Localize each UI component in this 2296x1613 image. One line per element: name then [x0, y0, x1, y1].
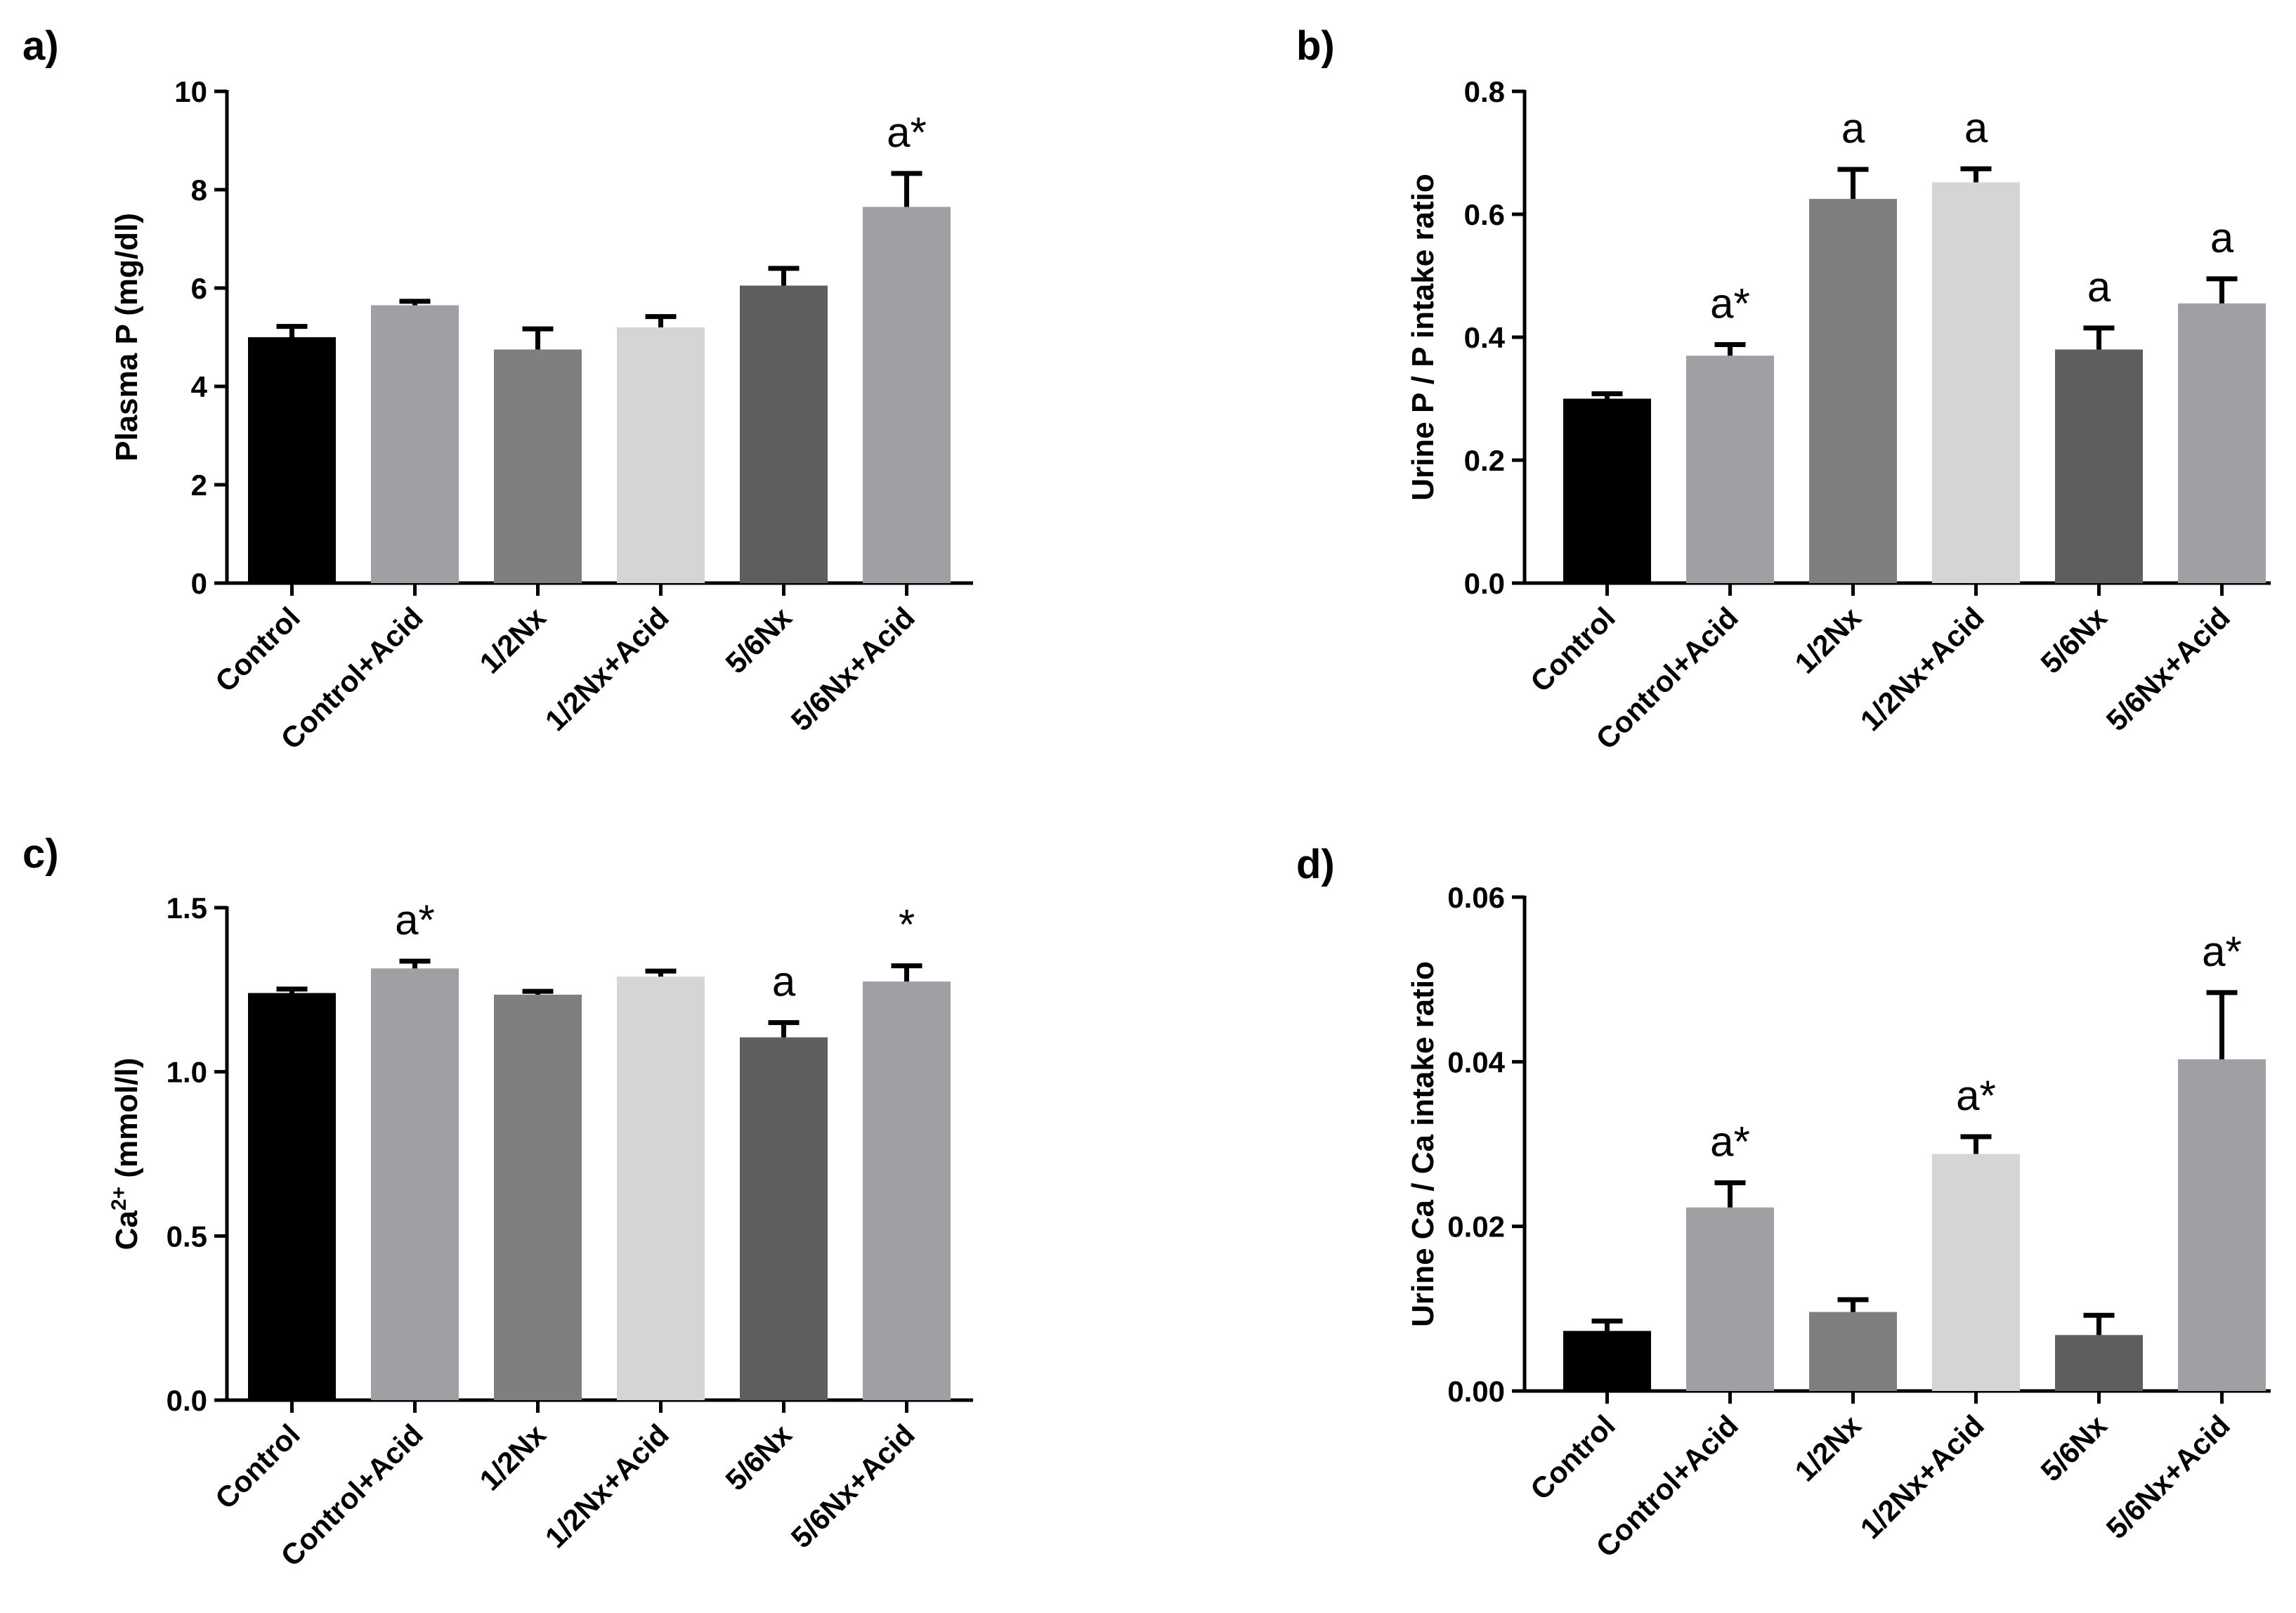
- y-tick-label: 6: [191, 272, 207, 305]
- bar: [1932, 182, 2020, 583]
- panel-label: a): [22, 23, 59, 69]
- bar: [494, 994, 582, 1400]
- panel-label: b): [1296, 23, 1335, 69]
- bar: [617, 327, 705, 583]
- significance-annotation: a*: [1956, 1072, 1996, 1119]
- bar: [371, 305, 459, 583]
- bar: [1686, 355, 1774, 583]
- bar: [1686, 1207, 1774, 1391]
- y-tick-label: 4: [191, 370, 208, 403]
- significance-annotation: a*: [1710, 1118, 1750, 1165]
- y-tick-label: 0.0: [167, 1384, 207, 1417]
- y-tick-label: 0.00: [1447, 1375, 1505, 1408]
- bar: [2055, 349, 2143, 583]
- y-tick-label: 0.4: [1464, 321, 1506, 354]
- y-axis-title: Plasma P (mg/dl): [110, 213, 144, 462]
- significance-annotation: a: [772, 958, 796, 1005]
- bar: [863, 207, 951, 583]
- y-tick-label: 2: [191, 469, 207, 502]
- significance-annotation: a: [2087, 263, 2111, 311]
- bar: [2178, 1059, 2266, 1391]
- significance-annotation: *: [899, 901, 915, 948]
- bar: [2178, 303, 2266, 583]
- y-tick-label: 0.06: [1447, 881, 1505, 914]
- significance-annotation: a*: [887, 109, 927, 156]
- y-axis-title: Ca2+ (mmol/l): [107, 1058, 144, 1250]
- bar: [1563, 398, 1651, 583]
- bar: [740, 1037, 828, 1400]
- bar: [1809, 199, 1897, 583]
- significance-annotation: a*: [2202, 928, 2242, 975]
- y-tick-label: 1.0: [167, 1056, 207, 1089]
- significance-annotation: a: [1841, 105, 1865, 152]
- bar: [1932, 1154, 2020, 1391]
- bar: [248, 337, 336, 583]
- y-tick-label: 0.02: [1447, 1210, 1505, 1243]
- bar: [1563, 1331, 1651, 1391]
- y-tick-label: 0.8: [1464, 75, 1505, 108]
- panel-label: d): [1296, 842, 1335, 887]
- y-tick-label: 0.5: [167, 1220, 207, 1253]
- y-tick-label: 10: [174, 75, 207, 108]
- significance-annotation: a: [1964, 104, 1988, 151]
- panel-label: c): [22, 831, 59, 877]
- y-tick-label: 8: [191, 174, 207, 207]
- y-axis-title: Urine Ca / Ca intake ratio: [1406, 961, 1440, 1327]
- y-tick-label: 0.04: [1447, 1045, 1505, 1078]
- bar: [1809, 1312, 1897, 1391]
- bar: [494, 349, 582, 583]
- y-tick-label: 0.0: [1464, 567, 1505, 600]
- significance-annotation: a*: [1710, 280, 1750, 327]
- bar: [248, 993, 336, 1400]
- bar: [2055, 1335, 2143, 1391]
- bar: [371, 968, 459, 1400]
- significance-annotation: a*: [395, 896, 435, 943]
- y-tick-label: 0: [191, 567, 207, 600]
- bar: [740, 285, 828, 583]
- significance-annotation: a: [2210, 214, 2234, 261]
- y-tick-label: 1.5: [167, 892, 207, 925]
- y-axis-title: Urine P / P intake ratio: [1406, 174, 1440, 500]
- y-tick-label: 0.6: [1464, 198, 1505, 231]
- bar: [617, 977, 705, 1400]
- y-tick-label: 0.2: [1464, 444, 1505, 477]
- bar: [863, 981, 951, 1400]
